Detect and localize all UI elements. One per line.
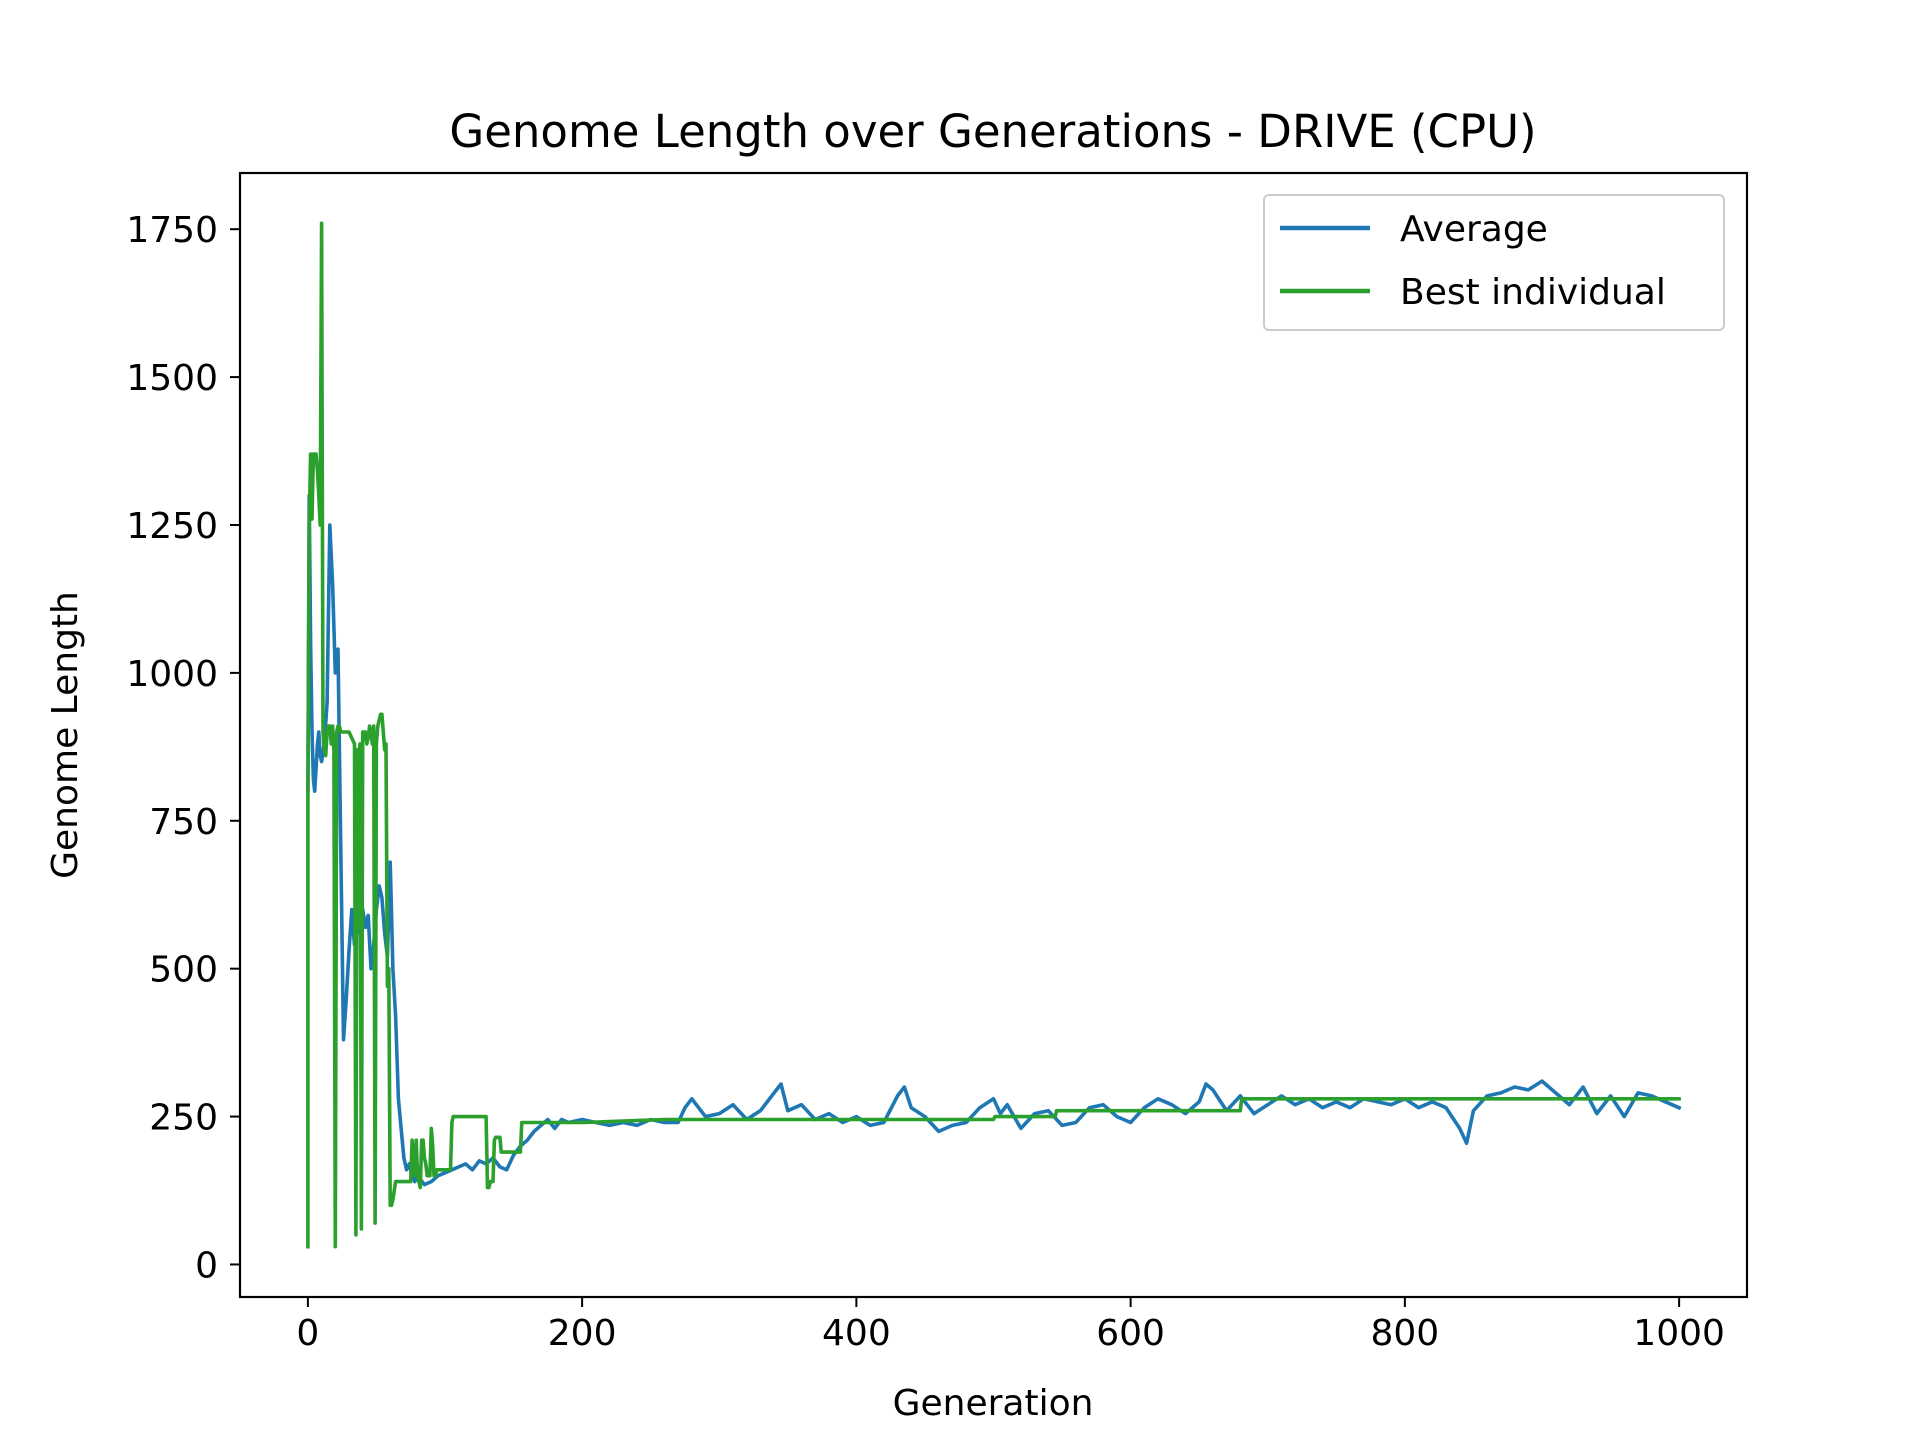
y-tick-label: 0: [195, 1245, 218, 1286]
y-axis-label: Genome Length: [45, 591, 86, 879]
y-tick-label: 1250: [126, 506, 218, 547]
x-tick-label: 200: [548, 1313, 617, 1354]
axis-ticks: 0 200 400 600 800 1000 0 250 500 750 1000 1250 1500 1…: [126, 210, 1725, 1354]
legend-box: [1263, 194, 1725, 331]
plot-area: [306, 221, 1682, 1249]
x-tick-label: 800: [1371, 1313, 1440, 1354]
chart-title: Genome Length over Generations - DRIVE (…: [449, 105, 1536, 158]
y-tick-label: 250: [149, 1098, 218, 1139]
x-tick-label: 1000: [1633, 1313, 1725, 1354]
series-line-best-individual: [306, 221, 1681, 1249]
y-tick-label: 1000: [126, 654, 218, 695]
series-line-average: [306, 493, 1682, 1187]
x-axis-label: Generation: [893, 1383, 1094, 1424]
x-tick-label: 0: [296, 1313, 319, 1354]
axes-frame: [238, 171, 1749, 1299]
y-tick-label: 1500: [126, 358, 218, 399]
y-tick-label: 750: [149, 802, 218, 843]
legend-label-best-individual: Best individual: [1400, 272, 1666, 313]
legend-label-average: Average: [1400, 209, 1548, 250]
legend: Average Best individual: [1263, 194, 1725, 331]
x-tick-label: 400: [822, 1313, 891, 1354]
x-tick-label: 600: [1096, 1313, 1165, 1354]
y-tick-label: 500: [149, 950, 218, 991]
y-tick-label: 1750: [126, 210, 218, 251]
